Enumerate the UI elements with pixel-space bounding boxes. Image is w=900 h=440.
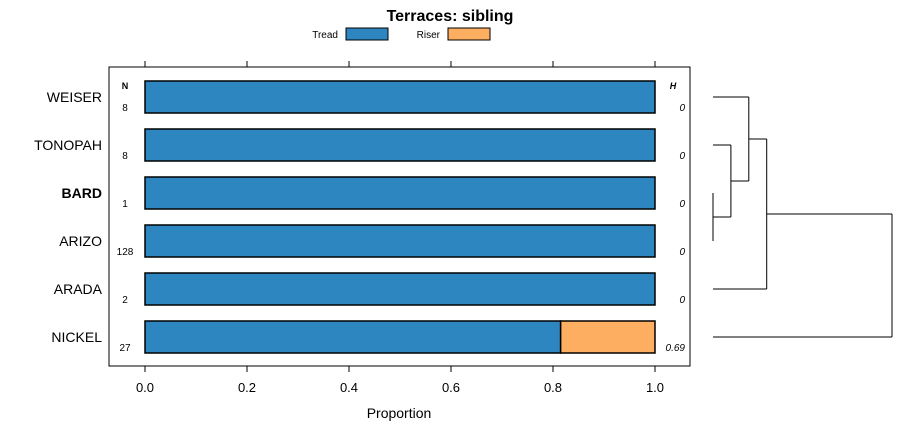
h-value: 0 — [679, 103, 685, 114]
legend: Tread Riser — [312, 27, 491, 41]
h-value: 0 — [679, 151, 685, 162]
h-column: H 0 0 0 0 0 0.69 — [666, 81, 686, 354]
legend-swatch-riser — [447, 27, 491, 41]
x-tick-label: 0.6 — [442, 380, 460, 395]
category-label-nickel: NICKEL — [51, 329, 102, 345]
n-value: 128 — [117, 247, 134, 258]
bar-tread-weiser — [144, 80, 656, 114]
n-value: 1 — [122, 199, 128, 210]
x-axis-label: Proportion — [367, 405, 432, 421]
bar-tread-arizo — [144, 224, 656, 258]
n-value: 27 — [119, 343, 131, 354]
n-value: 8 — [122, 103, 128, 114]
x-tick-label: 1.0 — [646, 380, 664, 395]
category-labels: WEISER TONOPAH BARD ARIZO ARADA NICKEL — [34, 89, 103, 345]
category-label-weiser: WEISER — [47, 89, 102, 105]
bar-tread-bard — [144, 176, 656, 210]
category-label-arada: ARADA — [54, 281, 103, 297]
chart-title: Terraces: sibling — [387, 8, 514, 25]
h-value: 0 — [679, 247, 685, 258]
bar-tread-arada — [144, 272, 656, 306]
bar-tread-tonopah — [144, 128, 656, 162]
dendrogram — [712, 96, 893, 338]
legend-swatch-tread — [345, 27, 389, 41]
n-header: N — [122, 81, 129, 91]
h-value: 0.69 — [666, 343, 686, 354]
n-value: 8 — [122, 151, 128, 162]
legend-label-tread: Tread — [312, 30, 338, 41]
category-label-arizo: ARIZO — [59, 233, 102, 249]
x-tick-label: 0.0 — [136, 380, 154, 395]
legend-label-riser: Riser — [417, 30, 441, 41]
n-value: 2 — [122, 295, 128, 306]
x-tick-label: 0.8 — [544, 380, 562, 395]
h-value: 0 — [679, 199, 685, 210]
plot-area — [108, 66, 691, 367]
category-label-bard: BARD — [62, 185, 102, 201]
bars-group — [144, 80, 656, 354]
bar-riser-nickel — [559, 320, 656, 354]
category-label-tonopah: TONOPAH — [34, 137, 102, 153]
plot-frame — [108, 66, 691, 367]
h-header: H — [670, 81, 677, 91]
h-value: 0 — [679, 295, 685, 306]
x-axis: 0.0 0.2 0.4 0.6 0.8 1.0 — [136, 61, 664, 395]
x-tick-label: 0.2 — [238, 380, 256, 395]
x-tick-label: 0.4 — [340, 380, 358, 395]
n-column: N 8 8 1 128 2 27 — [117, 81, 134, 354]
bar-tread-nickel — [144, 320, 562, 354]
